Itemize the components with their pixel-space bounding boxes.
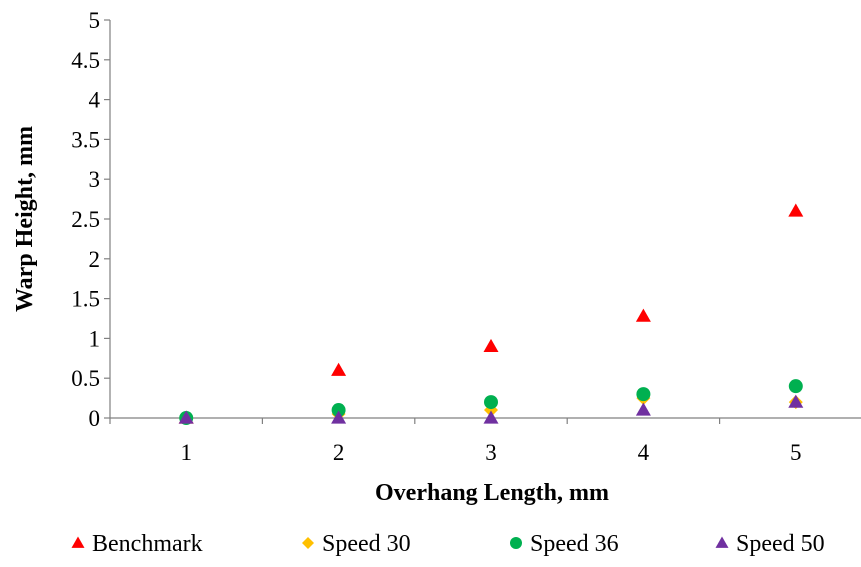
x-tick-label: 2 [333,440,345,465]
y-tick-label: 0 [89,406,101,431]
data-point [178,410,194,424]
data-point [483,410,499,424]
data-point [483,338,499,352]
series-benchmark [178,203,804,424]
x-tick-label: 3 [485,440,497,465]
data-point [636,387,651,402]
y-tick-label: 3 [89,167,101,192]
y-tick-label: 0.5 [71,366,100,391]
data-point [331,403,346,418]
legend-item: Speed 36 [510,531,619,557]
x-tick-label: 1 [180,440,192,465]
y-axis-ticks: 0 0.5 1 1.5 2 2.5 3 3.5 4 4.5 5 [71,8,110,431]
series-speed-50 [178,394,804,424]
y-tick-label: 4 [89,88,101,113]
data-point [331,410,347,424]
legend-item: Benchmark [71,531,203,557]
legend-marker [510,537,522,549]
data-point [788,394,804,408]
y-tick-label: 2 [89,247,101,272]
data-point [788,203,804,217]
data-point [635,402,651,416]
plot-area: 0 0.5 1 1.5 2 2.5 3 3.5 4 4.5 5 1 2 3 4 5 [71,8,861,465]
x-axis-ticks: 1 2 3 4 5 [109,418,802,465]
legend-label: Speed 36 [530,531,619,557]
legend: Benchmark Speed 30 Speed 36 Speed 50 [71,531,825,557]
legend-label: Benchmark [92,531,203,557]
data-point [484,395,498,410]
legend-marker [302,537,314,549]
y-tick-label: 5 [89,8,101,33]
data-point [331,362,347,376]
data-point [635,308,651,322]
y-tick-label: 1 [89,326,101,351]
y-tick-label: 3.5 [71,127,100,152]
legend-item: Speed 30 [302,531,411,557]
data-series [178,203,804,425]
legend-item: Speed 50 [715,531,825,557]
legend-marker [715,536,729,548]
x-tick-label: 4 [638,440,650,465]
legend-label: Speed 30 [322,531,411,557]
data-point [788,379,803,394]
legend-marker [71,536,85,548]
x-axis-title: Overhang Length, mm [375,480,609,506]
y-tick-label: 1.5 [71,287,100,312]
x-tick-label: 5 [790,440,802,465]
y-axis-title: Warp Height, mm [12,126,38,312]
legend-label: Speed 50 [736,531,825,557]
y-tick-label: 4.5 [71,48,100,73]
y-tick-label: 2.5 [71,207,100,232]
